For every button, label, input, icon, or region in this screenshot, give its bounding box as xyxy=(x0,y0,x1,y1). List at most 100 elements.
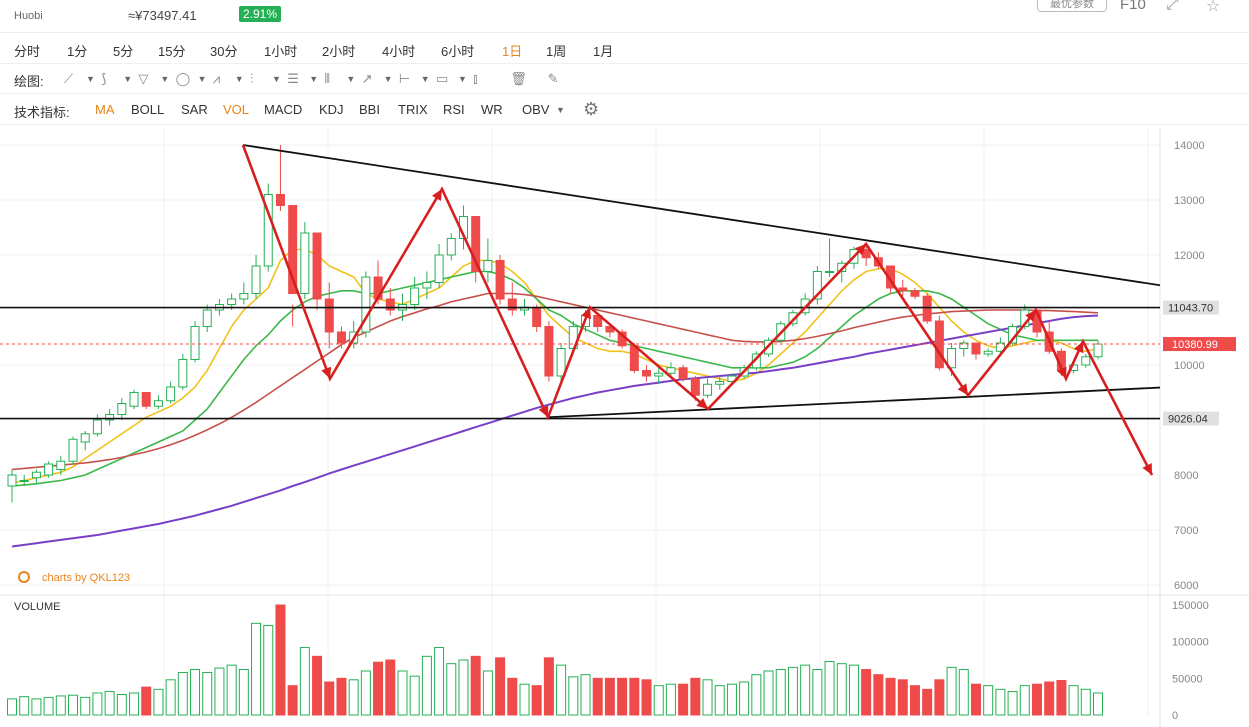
interval-0[interactable]: 分时 xyxy=(14,44,41,59)
volume-bar xyxy=(873,674,884,716)
price-chart[interactable]: 14000 13000 12000 10000 8000 7000 6000 11043.70… xyxy=(0,124,1249,727)
volume-bar xyxy=(385,659,396,716)
dropdown-caret-icon[interactable]: ▼ xyxy=(383,74,393,84)
indicator-kdj[interactable]: KDJ xyxy=(319,102,344,117)
candle-body xyxy=(202,309,212,327)
interval-4[interactable]: 30分 xyxy=(210,44,238,59)
settings-gear-icon[interactable]: ⚙ xyxy=(583,99,600,119)
volume-bar xyxy=(141,686,152,716)
dropdown-caret-icon[interactable]: ▼ xyxy=(556,105,565,115)
candle-body xyxy=(263,194,273,267)
arrowhead-icon xyxy=(432,189,442,201)
watermark: charts by QKL123 xyxy=(42,572,130,584)
candle-body xyxy=(959,342,969,349)
polyline-tool-icon[interactable]: ▽ xyxy=(138,71,149,86)
volume-bar xyxy=(55,695,66,716)
channel-tool-icon[interactable]: ⦀ xyxy=(324,71,331,86)
line-tool-icon[interactable]: ⟋ xyxy=(64,71,74,86)
arrowhead-icon xyxy=(1142,463,1152,475)
candle-body xyxy=(971,342,981,355)
volume-bar xyxy=(519,683,530,716)
candle-body xyxy=(7,474,17,487)
interval-7[interactable]: 4小时 xyxy=(382,44,416,59)
candle-body xyxy=(324,298,334,333)
volume-bar xyxy=(726,683,737,716)
volume-bar xyxy=(812,669,823,716)
fib-tool-icon[interactable]: ☰ xyxy=(287,71,299,86)
comment-tool-icon[interactable]: ▭ xyxy=(436,71,449,86)
candle-body xyxy=(239,293,249,300)
interval-1[interactable]: 1分 xyxy=(67,44,88,59)
optimal-params-button[interactable]: 最优参数 xyxy=(1037,0,1107,12)
dropdown-caret-icon[interactable]: ▼ xyxy=(420,74,430,84)
star-icon[interactable]: ☆ xyxy=(1206,0,1221,15)
volume-bar xyxy=(568,676,579,716)
eraser-icon[interactable]: ✎ xyxy=(547,71,559,86)
candle-body xyxy=(166,386,176,402)
dropdown-caret-icon[interactable]: ▼ xyxy=(123,74,133,84)
interval-10[interactable]: 1周 xyxy=(546,44,567,59)
indicator-macd[interactable]: MACD xyxy=(264,102,303,117)
candle-body xyxy=(666,367,676,374)
candle-body xyxy=(300,232,310,294)
candle-body xyxy=(947,348,957,369)
candle-body xyxy=(483,260,493,272)
dropdown-caret-icon[interactable]: ▼ xyxy=(86,74,95,84)
expand-icon[interactable]: ⤢ xyxy=(1166,0,1179,13)
interval-5[interactable]: 1小时 xyxy=(264,44,298,59)
indicator-obv[interactable]: OBV xyxy=(522,102,550,117)
indicator-boll[interactable]: BOLL xyxy=(131,102,165,117)
volume-bar xyxy=(129,692,140,716)
ascending-trendline xyxy=(547,386,1161,419)
indicator-ma[interactable]: MA xyxy=(95,102,115,117)
dropdown-caret-icon[interactable]: ▼ xyxy=(234,74,244,84)
dropdown-caret-icon[interactable]: ▼ xyxy=(309,74,319,84)
interval-2[interactable]: 5分 xyxy=(113,44,134,59)
arrow-tool-icon[interactable]: ↗ xyxy=(361,71,373,86)
volume-bar xyxy=(836,663,847,716)
volume-bar xyxy=(751,674,762,716)
fork-tool-icon[interactable]: ⫶ xyxy=(250,71,254,86)
trash-icon[interactable]: 🗑 xyxy=(510,71,527,86)
interval-11[interactable]: 1月 xyxy=(593,44,614,59)
shape-tool-icon[interactable]: ◯ xyxy=(175,71,191,86)
dropdown-caret-icon[interactable]: ▼ xyxy=(458,74,467,84)
indicator-sar[interactable]: SAR xyxy=(181,102,208,117)
volume-bar xyxy=(446,663,457,716)
volume-tick-label: 0 xyxy=(1172,710,1178,722)
dropdown-caret-icon[interactable]: ▼ xyxy=(346,74,356,84)
dropdown-caret-icon[interactable]: ▼ xyxy=(272,74,281,84)
indicator-bbi[interactable]: BBI xyxy=(359,102,380,117)
ray-tool-icon[interactable]: ⟆ xyxy=(101,71,107,86)
indicator-vol[interactable]: VOL xyxy=(223,102,250,117)
volume-bar xyxy=(665,683,676,716)
interval-9[interactable]: 1日 xyxy=(502,44,523,59)
indicator-bar: 技术指标: MA BOLL SAR VOL MACD KDJ BBI TRIX RSI WR OBV… xyxy=(0,94,1249,125)
volume-bar xyxy=(19,696,30,716)
pattern-tool-icon[interactable]: ⩘ xyxy=(212,71,221,86)
drawing-label: 绘图: xyxy=(14,74,44,89)
dropdown-caret-icon[interactable]: ▼ xyxy=(197,74,207,84)
indicator-wr[interactable]: WR xyxy=(481,102,503,117)
volume-bar xyxy=(946,666,957,716)
indicator-rsi[interactable]: RSI xyxy=(443,102,465,117)
candle-body xyxy=(837,262,847,272)
bars-tool-icon[interactable]: ⫾ xyxy=(473,71,478,86)
volume-bar xyxy=(800,664,811,716)
interval-3[interactable]: 15分 xyxy=(158,44,186,59)
candle-body xyxy=(227,298,237,305)
volume-bar xyxy=(165,679,176,716)
volume-bar xyxy=(592,677,603,716)
range-tool-icon[interactable]: ⊢ xyxy=(398,71,411,86)
volume-bar xyxy=(43,696,54,716)
candle-body xyxy=(788,312,798,325)
indicator-trix[interactable]: TRIX xyxy=(398,102,428,117)
volume-bar xyxy=(263,625,274,716)
interval-8[interactable]: 6小时 xyxy=(441,44,475,59)
volume-label: VOLUME xyxy=(14,601,60,613)
volume-bar xyxy=(299,647,310,716)
interval-6[interactable]: 2小时 xyxy=(322,44,356,59)
f10-button[interactable]: F10 xyxy=(1120,0,1146,13)
volume-bar xyxy=(336,677,347,716)
dropdown-caret-icon[interactable]: ▼ xyxy=(160,74,170,84)
